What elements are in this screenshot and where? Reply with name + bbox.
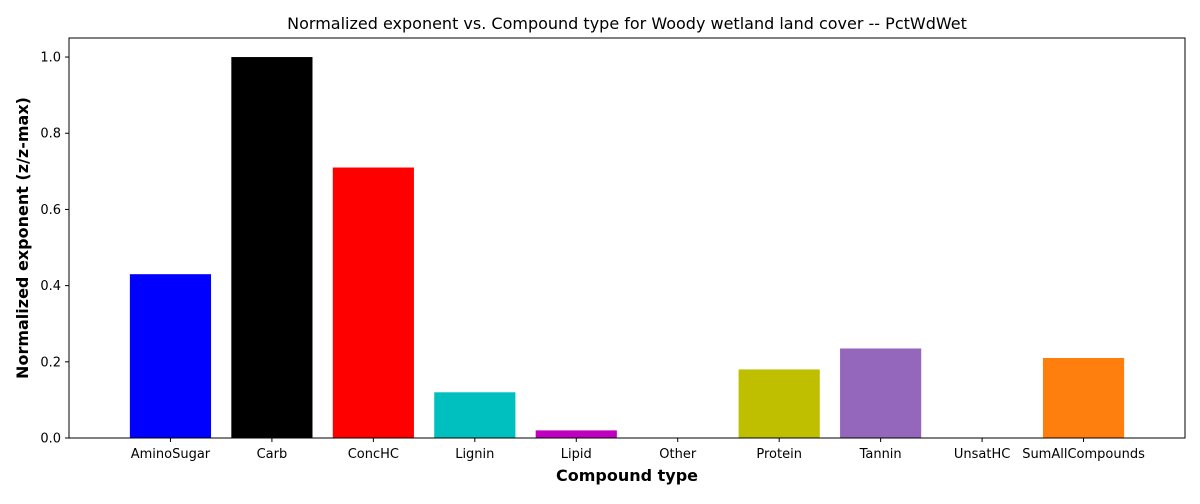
bar-aminosugar [129,274,212,438]
plot-area: 0.0 0.2 0.4 0.6 0.8 1.0 AminoSugar Carb ConcHC Li… [40,37,1186,462]
x-tick-label: Lignin [455,447,494,462]
y-tick-label: 0.8 [40,127,61,142]
chart-title: Normalized exponent vs. Compound type fo… [287,14,967,33]
bar-lipid [535,430,617,438]
y-axis-title: Normalized exponent (z/z-max) [13,97,32,379]
x-tick-label: Protein [756,447,802,462]
y-tick-label: 0.0 [40,432,61,447]
y-tick-label: 0.2 [40,355,61,370]
bar-carb [231,57,313,439]
bar-sumallcompounds [1042,358,1125,438]
x-tick-label: AminoSugar [131,447,211,462]
bar-conchc [332,167,414,438]
x-tick-label: SumAllCompounds [1022,447,1145,462]
y-tick-label: 0.4 [40,279,61,294]
bar-tannin [840,348,922,438]
x-tick-label: Carb [257,447,288,462]
plot-frame [68,37,1186,439]
y-tick-label: 0.6 [40,203,61,218]
x-tick-label: Lipid [561,447,592,462]
bar-lignin [434,392,516,438]
x-tick-label: Other [659,447,697,462]
x-tick-label: Tannin [859,447,902,462]
bar-protein [738,369,820,438]
x-tick-label: ConcHC [348,447,399,462]
x-tick-label: UnsatHC [954,447,1010,462]
y-tick-label: 1.0 [40,51,61,66]
x-axis-title: Compound type [556,466,698,485]
